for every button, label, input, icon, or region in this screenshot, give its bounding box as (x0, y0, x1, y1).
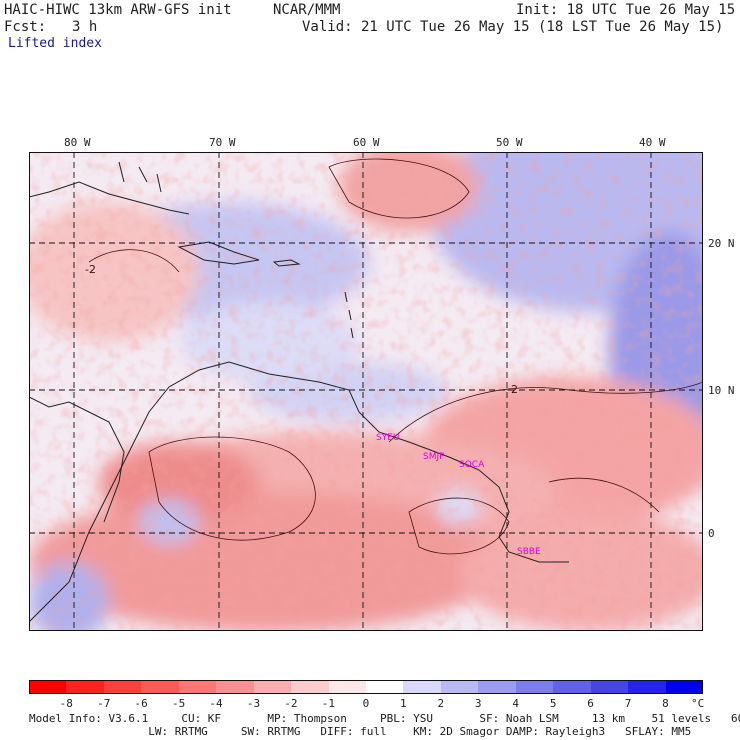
colorbar-swatch (366, 680, 404, 694)
forecast-label: Fcst: (4, 19, 47, 35)
colorbar-swatch (590, 680, 629, 694)
station-label-sbbe: SBBE (517, 547, 541, 557)
puerto-rico-outline (272, 259, 301, 267)
valid-time: Valid: 21 UTC Tue 26 May 15 (18 LST Tue … (302, 19, 724, 35)
cuba-outline (29, 181, 190, 215)
colorbar-tick-label: 1 (400, 697, 407, 710)
colorbar-tick-label: -2 (284, 697, 298, 710)
colorbar-tick-label: 7 (624, 697, 632, 710)
colorbar-tick-label: 8 (662, 697, 669, 710)
colorbar-swatch (66, 680, 105, 694)
colorbar-swatch (328, 680, 367, 694)
organization: NCAR/MMM (273, 2, 341, 18)
colorbar-tick-label: -7 (97, 697, 111, 710)
graticule (29, 152, 703, 631)
colorbar-tick-label: 0 (362, 697, 370, 710)
colorbar-tick-label: -5 (171, 697, 186, 710)
lat-label: 20 N (708, 237, 735, 250)
station-markers: SYEU SMJP SOCA SBBE (376, 433, 541, 557)
field-name: Lifted index (8, 36, 102, 51)
model-info-line2: LW: RRTMG SW: RRTMG DIFF: full KM: 2D Sm… (29, 725, 692, 738)
map-frame (29, 152, 703, 631)
model-title: HAIC-HIWC 13km ARW-GFS init (4, 2, 232, 18)
init-time: Init: 18 UTC Tue 26 May 15 (516, 2, 736, 18)
lesser-antilles-outline (344, 291, 354, 339)
colorbar-unit: °C (691, 697, 705, 710)
colorbar-frame (29, 680, 703, 694)
colorbar-swatch (553, 680, 592, 694)
lifted-index-map: -2 -2 SYEU SMJP SOCA SBBE (29, 152, 703, 631)
contour-label: -2 (85, 263, 96, 276)
lon-label: 70 W (209, 136, 236, 149)
contour-line (148, 436, 316, 541)
colorbar-swatch (29, 680, 67, 694)
station-label-soca: SOCA (459, 460, 485, 470)
forecast-hours: 3 h (72, 19, 98, 35)
lat-label: 10 N (708, 384, 735, 397)
colorbar-tick-label: -8 (59, 697, 73, 710)
lon-label: 40 W (639, 136, 666, 149)
colorbar-swatch (515, 680, 554, 694)
colorbar-swatch (403, 680, 442, 694)
convective-texture (29, 152, 703, 631)
hispaniola-outline (177, 241, 260, 265)
contour-line (88, 249, 180, 273)
colorbar-swatch (628, 680, 667, 694)
colorbar-swatch (478, 680, 517, 694)
colorbar-swatch (291, 680, 330, 694)
colorbar-swatch (216, 680, 255, 694)
colorbar-swatch (440, 680, 479, 694)
contour-line (408, 497, 510, 555)
colorbar-swatch (253, 680, 292, 694)
station-label-syeu: SYEU (376, 433, 399, 443)
colorbar-swatch (103, 680, 142, 694)
contour-label: -2 (507, 383, 518, 396)
contour-line (548, 477, 660, 513)
lon-label: 60 W (353, 136, 380, 149)
colorbar-tick-label: -6 (134, 697, 148, 710)
colorbar-swatch (665, 680, 704, 694)
central-america-coast (29, 396, 125, 523)
colorbar-tick-label: -3 (246, 697, 261, 710)
colorbar-tick-label: -4 (209, 697, 223, 710)
colorbar-tick-label: 4 (512, 697, 519, 710)
colorbar-swatch (178, 680, 217, 694)
station-label-smjp: SMJP (423, 452, 445, 462)
bahamas-outline (118, 161, 162, 193)
colorbar-tick-label: 5 (549, 697, 557, 710)
colorbar-tick-label: 6 (587, 697, 594, 710)
lon-label: 80 W (64, 136, 91, 149)
colorbar-tick-label: 2 (437, 697, 445, 710)
colorbar-swatch (141, 680, 180, 694)
lat-label: 0 (708, 527, 715, 540)
colorbar-tick-label: 3 (474, 697, 482, 710)
lon-label: 50 W (496, 136, 523, 149)
contour-line (328, 158, 470, 219)
model-info-line1: Model Info: V3.6.1 CU: KF MP: Thompson P… (29, 712, 740, 725)
colorbar-tick-label: -1 (321, 697, 335, 710)
